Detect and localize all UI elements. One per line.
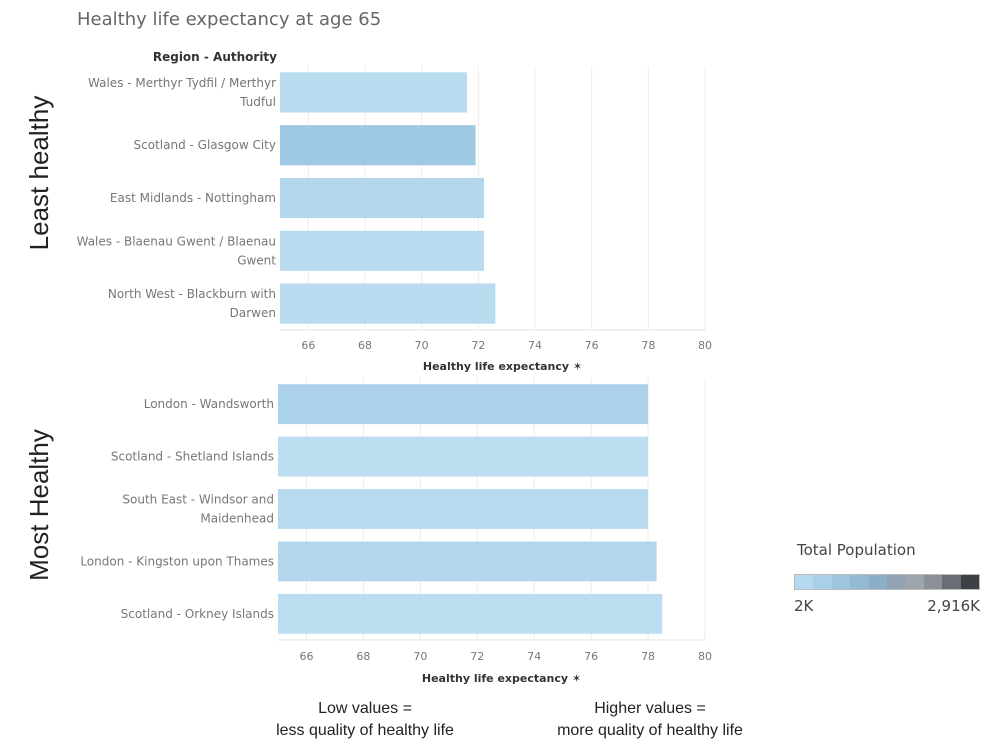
bar (280, 125, 476, 166)
x-tick-label: 68 (356, 650, 370, 663)
low-note-line2: less quality of healthy life (276, 722, 454, 739)
legend-swatch (813, 575, 832, 589)
category-label: Tudful (239, 95, 276, 109)
side-label-least-healthy: Least healthy (24, 96, 54, 251)
category-label: London - Wandsworth (144, 397, 274, 411)
low-values-note: Low values = less quality of healthy lif… (245, 698, 485, 742)
category-label: Wales - Blaenau Gwent / Blaenau (77, 234, 276, 248)
bar (278, 593, 663, 634)
high-note-line1: Higher values = (594, 700, 706, 717)
x-tick-label: 72 (471, 339, 485, 352)
side-label-most-healthy: Most Healthy (24, 429, 54, 581)
category-label: Maidenhead (200, 512, 274, 526)
x-axis-title: Healthy life expectancy ✶ (422, 672, 581, 685)
legend-min-label: 2K (794, 597, 814, 615)
x-tick-label: 70 (413, 650, 427, 663)
legend-title: Total Population (797, 541, 916, 559)
x-tick-label: 78 (641, 650, 655, 663)
category-label: North West - Blackburn with (108, 287, 276, 301)
category-label: Gwent (237, 253, 276, 267)
legend-swatch (795, 575, 814, 589)
bar (278, 384, 649, 425)
category-label: East Midlands - Nottingham (110, 191, 276, 205)
x-tick-label: 80 (698, 339, 712, 352)
x-tick-label: 66 (301, 339, 315, 352)
category-label: South East - Windsor and (122, 493, 274, 507)
category-label: Scotland - Orkney Islands (121, 607, 274, 621)
legend-swatch (831, 575, 851, 589)
column-header: Region - Authority (152, 50, 277, 64)
category-label: Wales - Merthyr Tydfil / Merthyr (88, 76, 276, 90)
bar (278, 489, 649, 529)
x-tick-label: 68 (358, 339, 372, 352)
x-axis-title: Healthy life expectancy ✶ (423, 360, 582, 373)
x-tick-label: 70 (415, 339, 429, 352)
x-tick-label: 74 (527, 650, 541, 663)
bar (280, 230, 484, 271)
high-values-note: Higher values = more quality of healthy … (530, 698, 770, 742)
bar (278, 541, 657, 582)
low-note-line1: Low values = (318, 700, 412, 717)
legend-swatch (887, 575, 906, 589)
category-label: Darwen (230, 306, 276, 320)
high-note-line2: more quality of healthy life (557, 722, 743, 739)
x-tick-label: 80 (698, 650, 712, 663)
category-label: London - Kingston upon Thames (80, 554, 274, 568)
legend-color-ramp (794, 574, 980, 590)
x-tick-label: 74 (528, 339, 542, 352)
legend-swatch (850, 575, 869, 589)
legend-swatch (923, 575, 943, 589)
legend-swatch (960, 575, 980, 589)
bar (280, 177, 484, 219)
bar (278, 436, 649, 477)
x-tick-label: 76 (585, 339, 599, 352)
legend-swatch (905, 575, 924, 589)
legend-swatch (942, 575, 961, 589)
x-tick-label: 76 (584, 650, 598, 663)
x-tick-label: 78 (641, 339, 655, 352)
legend-max-label: 2,916K (927, 597, 980, 615)
category-label: Scotland - Glasgow City (134, 138, 276, 152)
bar (280, 72, 467, 113)
x-tick-label: 66 (299, 650, 313, 663)
chart-title: Healthy life expectancy at age 65 (77, 9, 382, 30)
legend-swatch (868, 575, 888, 589)
bar (280, 283, 496, 324)
x-tick-label: 72 (470, 650, 484, 663)
category-label: Scotland - Shetland Islands (111, 450, 274, 464)
